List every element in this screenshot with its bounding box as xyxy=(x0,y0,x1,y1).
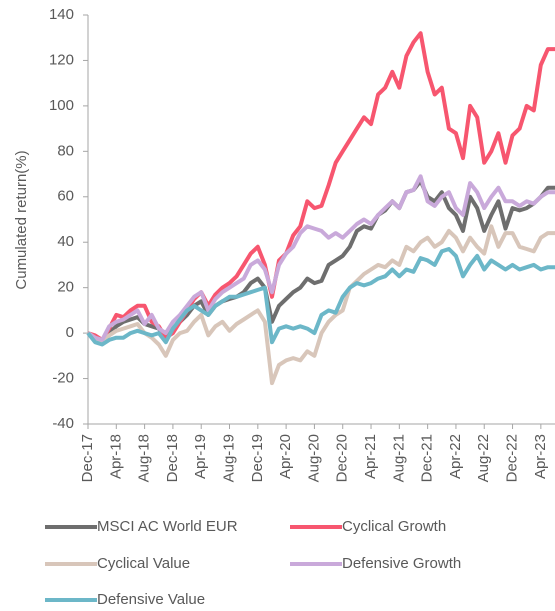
y-tick-label: 40 xyxy=(57,233,74,250)
legend-label: Cyclical Growth xyxy=(342,518,446,535)
y-tick-label: 0 xyxy=(66,324,74,341)
y-tick-label: 120 xyxy=(49,51,74,68)
x-tick-label: Aug-20 xyxy=(305,434,322,482)
x-tick-label: Aug-22 xyxy=(475,434,492,482)
x-tick-label: Dec-20 xyxy=(334,434,351,482)
series-line xyxy=(86,224,555,386)
x-tick-label: Dec-17 xyxy=(79,434,96,482)
x-tick-label: Aug-19 xyxy=(220,434,237,482)
x-tick-label: Apr-22 xyxy=(447,434,464,479)
x-tick-label: Apr-21 xyxy=(362,434,379,479)
x-tick-label: Aug-18 xyxy=(136,434,153,482)
x-tick-label: Dec-19 xyxy=(249,434,266,482)
y-tick-label: 140 xyxy=(49,6,74,23)
x-tick-label: Aug-21 xyxy=(390,434,407,482)
x-tick-label: Dec-22 xyxy=(504,434,521,482)
y-tick-label: -20 xyxy=(52,370,74,387)
x-tick-label: Apr-20 xyxy=(277,434,294,479)
x-tick-label: Apr-19 xyxy=(192,434,209,479)
legend-label: MSCI AC World EUR xyxy=(97,518,238,535)
y-tick-label: 60 xyxy=(57,188,74,205)
legend-label: Cyclical Value xyxy=(97,555,190,572)
series-line xyxy=(86,174,555,342)
y-tick-label: 20 xyxy=(57,279,74,296)
y-axis-label: Cumulated return(%) xyxy=(13,150,30,289)
y-tick-label: 80 xyxy=(57,142,74,159)
legend-label: Defensive Growth xyxy=(342,555,461,572)
legend-label: Defensive Value xyxy=(97,591,205,608)
y-tick-label: -40 xyxy=(52,415,74,432)
x-tick-label: Dec-18 xyxy=(164,434,181,482)
series-line xyxy=(86,247,555,347)
x-tick-label: Dec-21 xyxy=(419,434,436,482)
x-tick-label: Apr-18 xyxy=(107,434,124,479)
x-tick-label: Apr-23 xyxy=(532,434,549,479)
series-line xyxy=(87,31,555,342)
y-tick-label: 100 xyxy=(49,97,74,114)
